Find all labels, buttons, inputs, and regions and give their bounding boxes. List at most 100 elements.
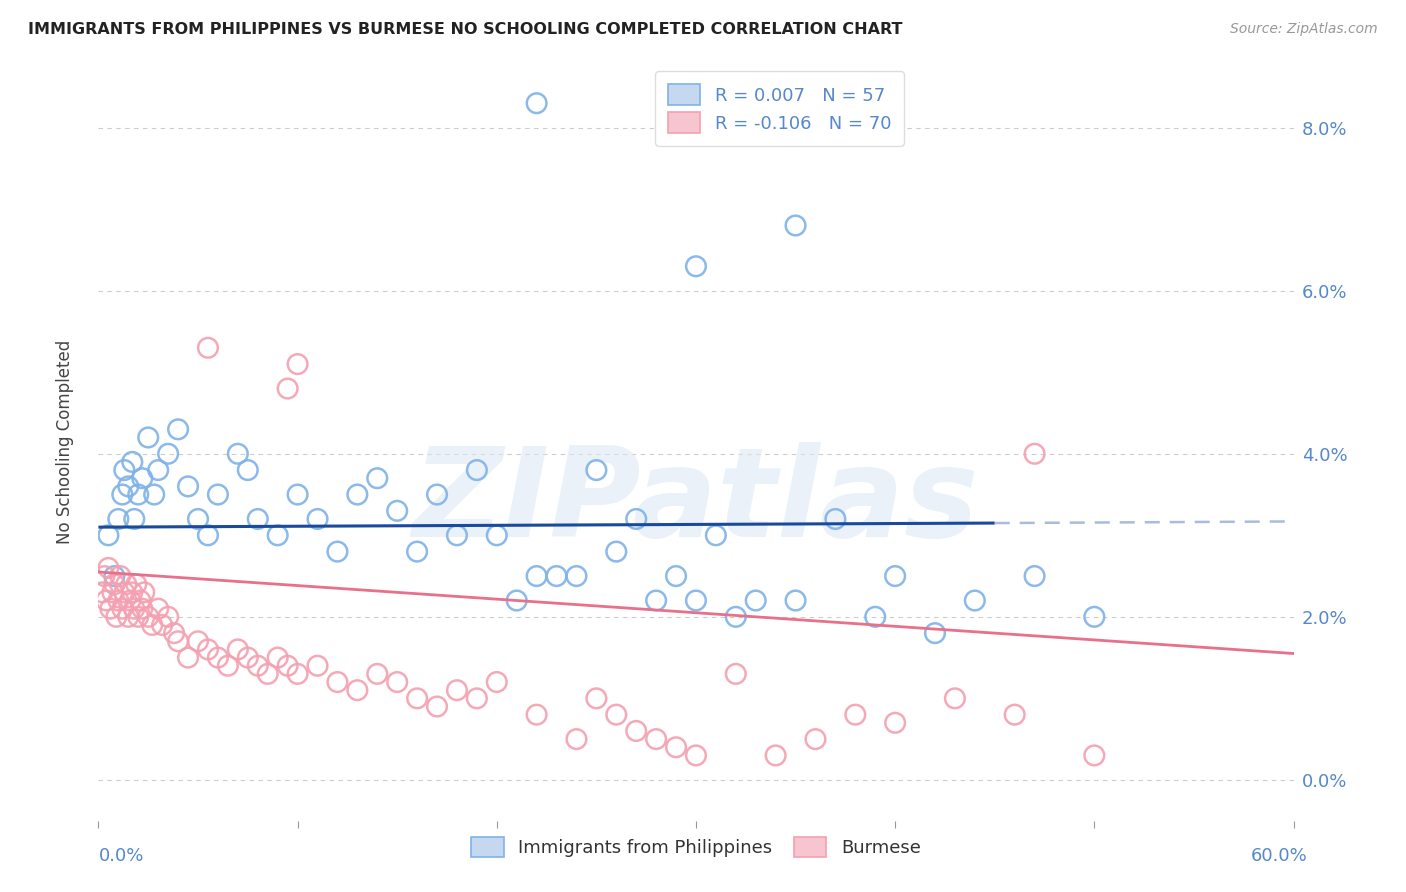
Point: [127, 610, 149, 624]
Point: [406, 691, 429, 706]
Text: 60.0%: 60.0%: [1251, 847, 1308, 864]
Point: [111, 601, 134, 615]
Point: [136, 430, 159, 444]
Text: IMMIGRANTS FROM PHILIPPINES VS BURMESE NO SCHOOLING COMPLETED CORRELATION CHART: IMMIGRANTS FROM PHILIPPINES VS BURMESE N…: [28, 22, 903, 37]
Point: [1024, 447, 1046, 461]
Point: [1004, 707, 1026, 722]
Point: [157, 447, 180, 461]
Point: [765, 748, 787, 763]
Point: [565, 732, 588, 747]
Point: [129, 593, 152, 607]
Point: [346, 487, 368, 501]
Point: [665, 740, 688, 755]
Point: [131, 601, 153, 615]
Point: [127, 487, 149, 501]
Point: [177, 479, 200, 493]
Point: [207, 650, 229, 665]
Point: [117, 610, 139, 624]
Point: [277, 658, 299, 673]
Point: [105, 610, 128, 624]
Point: [605, 544, 627, 558]
Point: [120, 593, 142, 607]
Point: [665, 569, 688, 583]
Point: [426, 699, 449, 714]
Point: [226, 447, 249, 461]
Point: [110, 569, 132, 583]
Point: [98, 601, 122, 615]
Point: [111, 487, 134, 501]
Point: [277, 382, 299, 396]
Point: [426, 487, 449, 501]
Point: [287, 666, 309, 681]
Point: [246, 658, 269, 673]
Legend: Immigrants from Philippines, Burmese: Immigrants from Philippines, Burmese: [464, 830, 928, 864]
Point: [197, 341, 219, 355]
Point: [167, 634, 190, 648]
Point: [366, 666, 388, 681]
Point: [124, 601, 146, 615]
Point: [785, 219, 807, 233]
Point: [115, 577, 138, 591]
Point: [307, 658, 329, 673]
Point: [884, 715, 907, 730]
Point: [246, 512, 269, 526]
Point: [506, 593, 529, 607]
Point: [167, 422, 190, 436]
Point: [143, 487, 166, 501]
Point: [1083, 610, 1105, 624]
Point: [565, 569, 588, 583]
Point: [148, 463, 170, 477]
Point: [197, 642, 219, 657]
Point: [148, 601, 170, 615]
Point: [526, 707, 548, 722]
Point: [326, 544, 349, 558]
Point: [121, 455, 143, 469]
Point: [97, 561, 120, 575]
Point: [963, 593, 986, 607]
Point: [150, 618, 173, 632]
Point: [141, 618, 163, 632]
Point: [366, 471, 388, 485]
Point: [724, 666, 747, 681]
Text: ZIPatlas: ZIPatlas: [413, 442, 979, 563]
Point: [93, 569, 115, 583]
Point: [605, 707, 627, 722]
Point: [645, 593, 668, 607]
Point: [1083, 748, 1105, 763]
Point: [704, 528, 727, 542]
Point: [326, 675, 349, 690]
Point: [101, 585, 124, 599]
Point: [91, 585, 114, 599]
Point: [385, 504, 409, 518]
Point: [187, 634, 209, 648]
Point: [626, 723, 648, 738]
Point: [121, 585, 143, 599]
Point: [465, 691, 488, 706]
Point: [97, 528, 120, 542]
Point: [117, 479, 139, 493]
Point: [446, 528, 468, 542]
Point: [217, 658, 239, 673]
Point: [226, 642, 249, 657]
Point: [197, 528, 219, 542]
Point: [884, 569, 907, 583]
Point: [943, 691, 966, 706]
Point: [267, 650, 290, 665]
Point: [103, 569, 125, 583]
Point: [385, 675, 409, 690]
Point: [157, 610, 180, 624]
Point: [236, 463, 259, 477]
Point: [136, 610, 159, 624]
Point: [585, 463, 607, 477]
Point: [112, 463, 135, 477]
Point: [207, 487, 229, 501]
Point: [107, 512, 129, 526]
Point: [785, 593, 807, 607]
Text: Source: ZipAtlas.com: Source: ZipAtlas.com: [1230, 22, 1378, 37]
Point: [96, 593, 118, 607]
Point: [187, 512, 209, 526]
Point: [287, 487, 309, 501]
Point: [626, 512, 648, 526]
Point: [485, 675, 508, 690]
Point: [406, 544, 429, 558]
